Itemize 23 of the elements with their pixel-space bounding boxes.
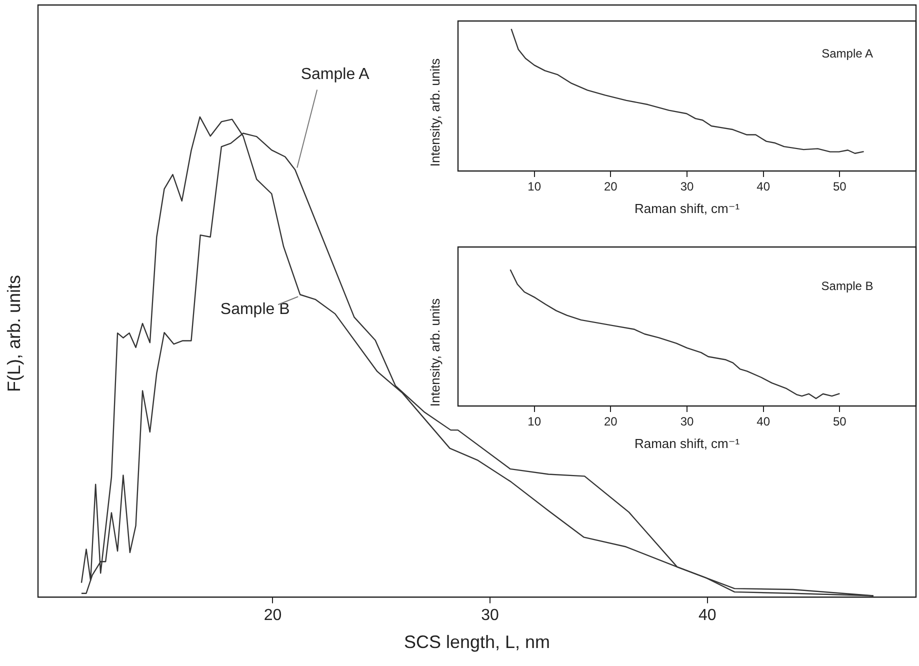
x-tick-label: 50	[832, 180, 847, 194]
x-tick-label: 30	[680, 414, 694, 429]
y-axis-title: F(L), arb. units	[4, 274, 26, 392]
x-tick-label: 40	[756, 414, 770, 429]
x-tick-label: 20	[264, 607, 282, 624]
x-axis-title: SCS length, L, nm	[404, 632, 550, 652]
text: Sample A	[822, 46, 873, 60]
x-tick-label: 40	[756, 180, 770, 194]
series-label: Sample B	[220, 301, 290, 318]
x-tick-label: 20	[604, 414, 618, 429]
x-tick-label: 40	[698, 607, 716, 624]
x-axis-title: Raman shift, cm⁻¹	[634, 200, 740, 216]
y-axis-title: Intensity, arb. units	[428, 58, 442, 167]
x-tick-label: 20	[604, 180, 618, 194]
x-tick-label: 10	[528, 414, 542, 429]
text: Sample A	[300, 66, 370, 84]
y-axis-title: Intensity, arb. units	[428, 298, 442, 407]
x-tick-label: 10	[528, 180, 542, 194]
text: Sample B	[821, 279, 874, 294]
x-tick-label: 50	[832, 414, 847, 429]
x-axis-title: Raman shift, cm⁻¹	[634, 436, 740, 451]
x-tick-label: 30	[680, 180, 694, 194]
x-tick-label: 30	[481, 607, 500, 624]
